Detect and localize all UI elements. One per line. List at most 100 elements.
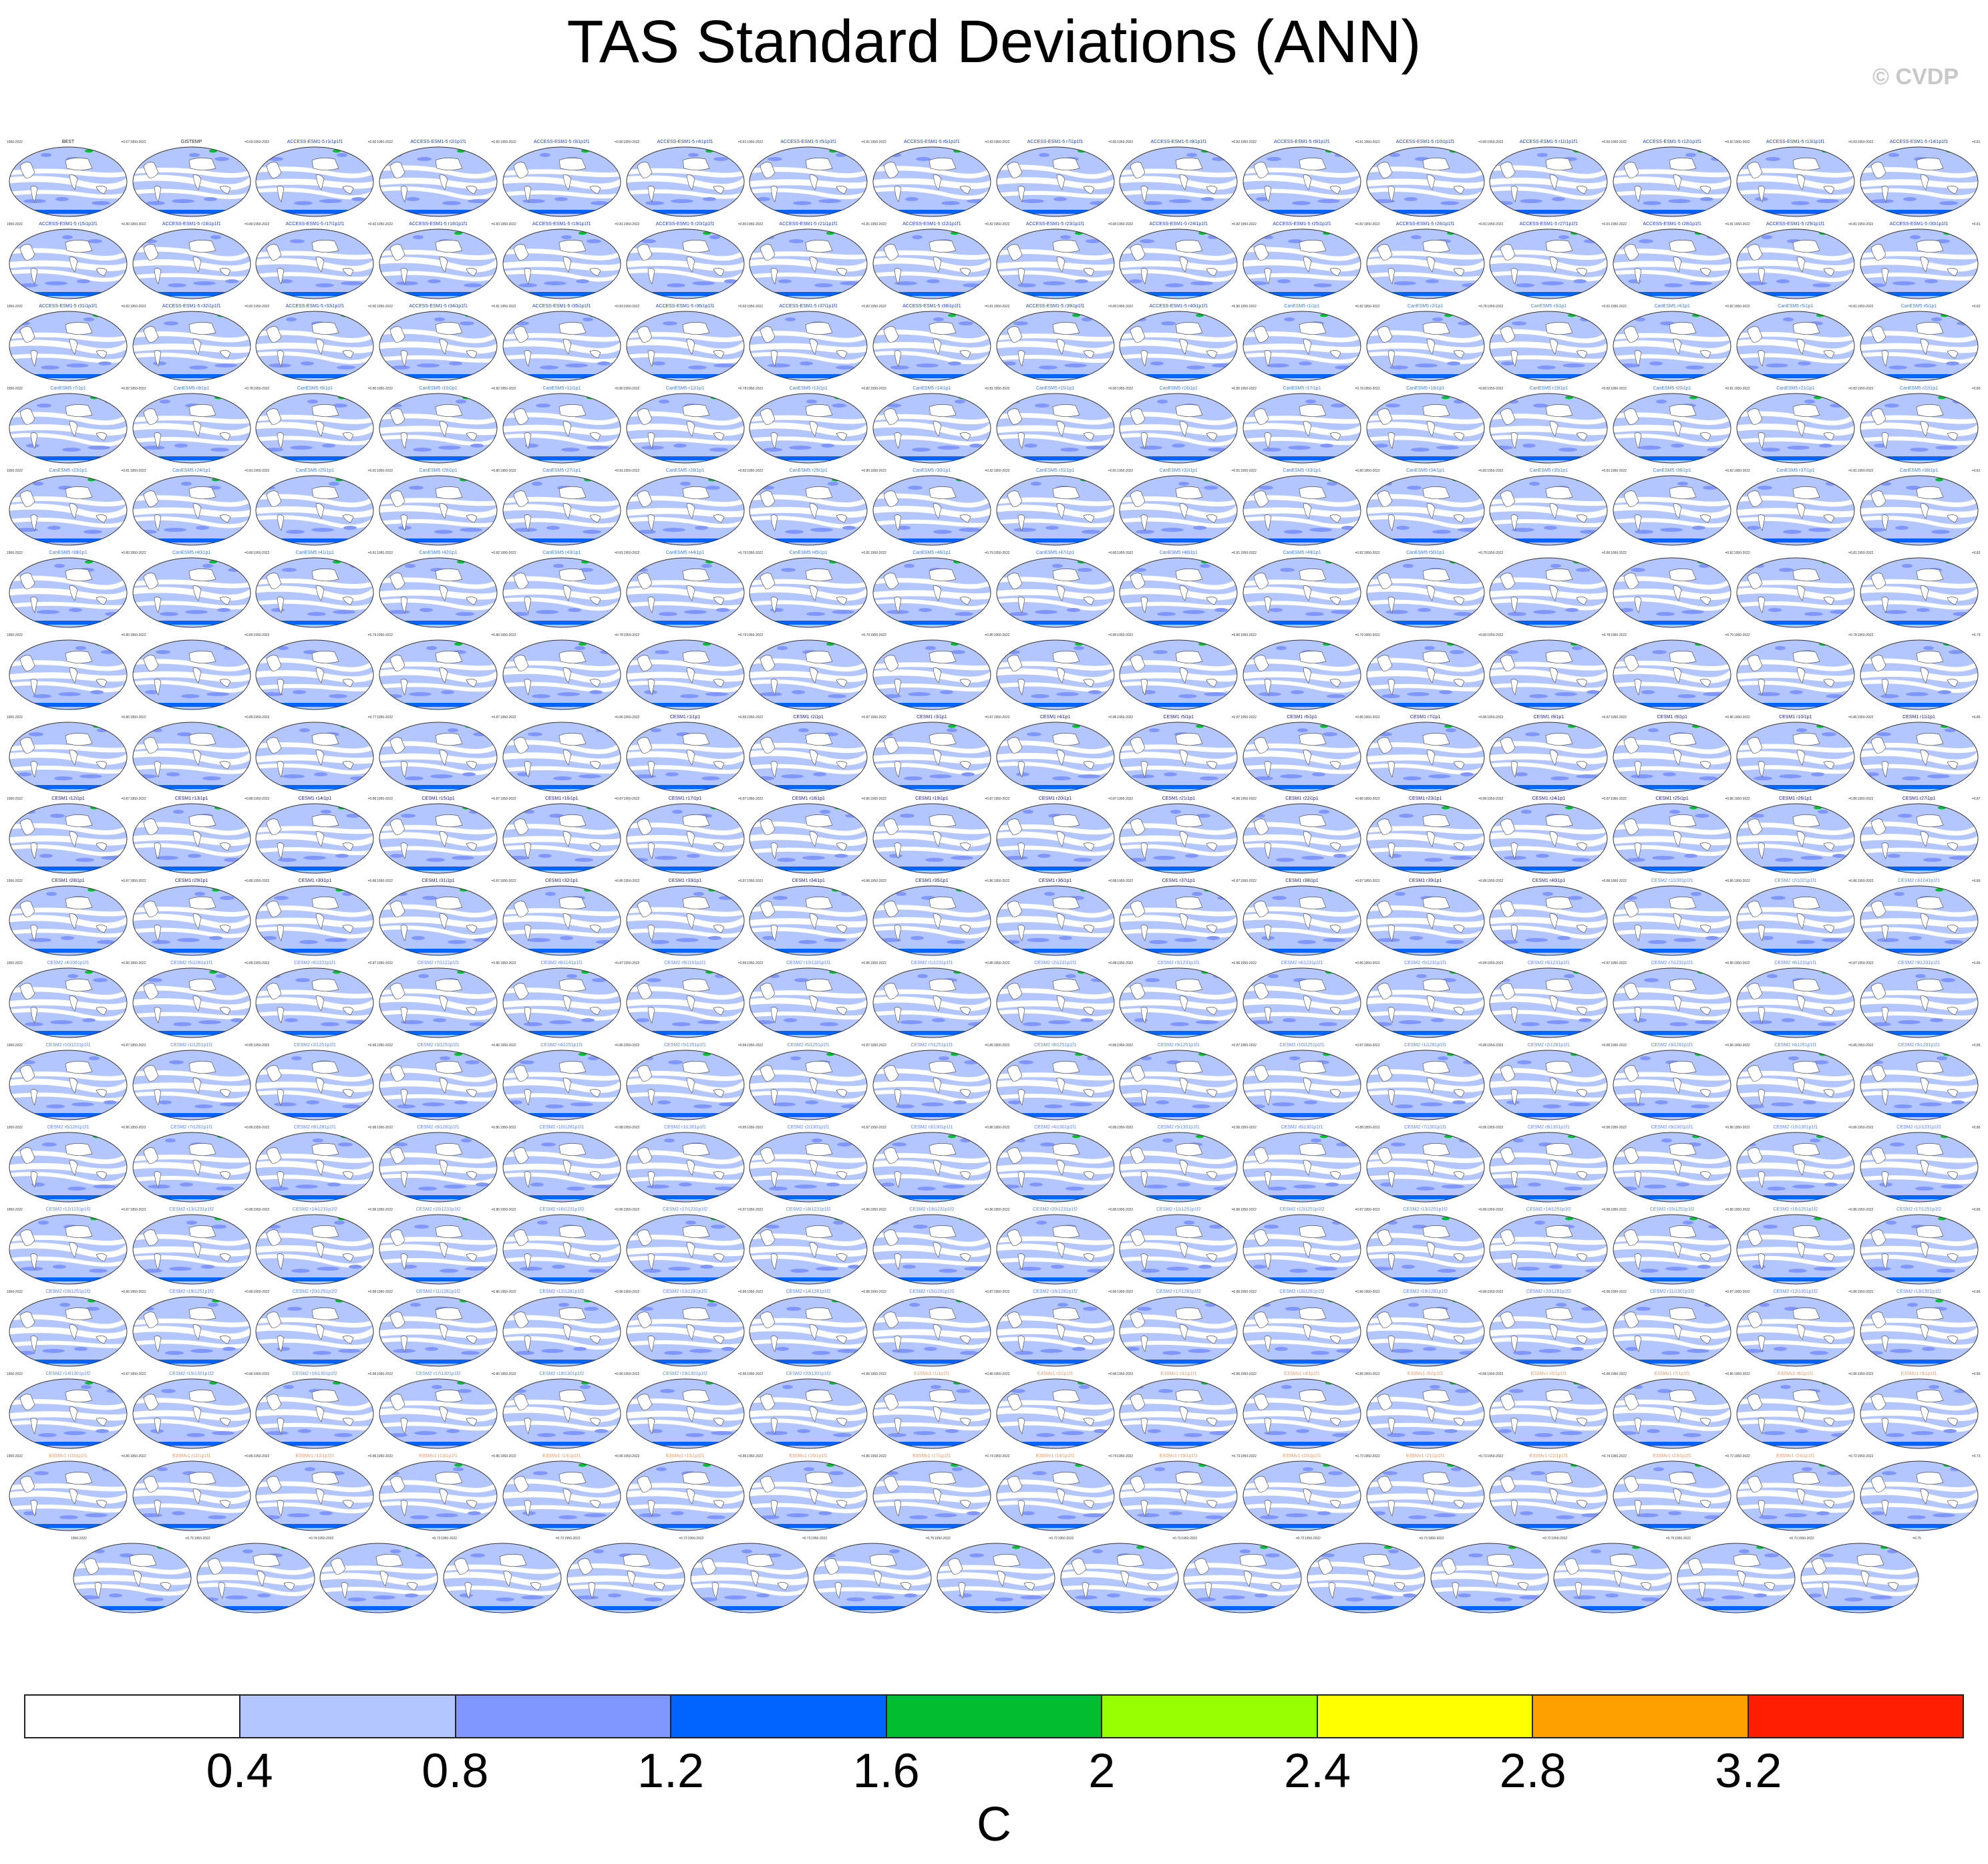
panel-global-mean: =0.81 <box>615 551 623 555</box>
map-panel: CESM2 r3i1251p1f1 1950-2022 =0.86 <box>377 1042 500 1124</box>
map-plot <box>132 967 251 1038</box>
panel-title: CESM1 r4i1p1 <box>1039 714 1071 720</box>
map-panel: CanESM5 r43i1p1 1950-2022 =0.81 <box>500 550 623 631</box>
panel-title: CESM1 r19i1p1 <box>915 796 949 802</box>
map-panel: BEST 1950-2022 =0.67 <box>7 139 130 220</box>
panel-title: CanESM5 r35i1p1 <box>1529 468 1568 473</box>
map-plot <box>1860 885 1978 956</box>
panel-global-mean: =0.86 <box>491 961 500 966</box>
panel-period: 1950-2022 <box>500 715 516 720</box>
map-panel: CESM1 r35i1p1 1950-2022 =0.86 <box>870 878 993 959</box>
panel-period: 1950-2022 <box>870 633 886 637</box>
panel-period: 1950-2022 <box>1240 715 1257 720</box>
panel-title: CanESM5 r2i1p1 <box>1407 303 1444 309</box>
panel-period: 1950-2022 <box>747 468 764 473</box>
panel-period: 1950-2022 <box>7 1044 23 1048</box>
panel-title: BEST <box>61 140 75 144</box>
panel-title: CESM1 r20i1p1 <box>1038 796 1072 802</box>
map-plot <box>749 1214 868 1285</box>
map-plot <box>1860 803 1978 874</box>
panel-title: CESM2 r13i1281p1f2 <box>663 1289 707 1295</box>
panel-title: ACCESS-ESM1-5 r18i1p1f1 <box>409 221 468 226</box>
map-panel: CanESM5 r26i1p1 1950-2022 =0.80 <box>377 468 500 549</box>
panel-period: 1950-2022 <box>870 797 886 802</box>
map-panel: 1950-2022 =0.75 <box>1798 1535 1921 1617</box>
map-plot <box>255 885 374 956</box>
map-panel: E3SMv1 r1i1p1f1 1950-2022 =0.86 <box>870 1371 993 1452</box>
map-panel: ACCESS-ESM1-5 r37i1p1f1 1950-2022 =0.82 <box>747 303 870 385</box>
panel-period: 1950-2022 <box>377 468 393 473</box>
panel-period: 1950-2022 <box>687 1536 704 1541</box>
panel-title: CanESM5 r23i1p1 <box>49 468 88 473</box>
panel-title: CESM1 r32i1p1 <box>545 879 578 884</box>
map-plot <box>1366 722 1485 792</box>
map-panel: 1950-2022 =0.80 <box>377 632 500 714</box>
panel-title: ACCESS-ESM1-5 r40i1p1f1 <box>1149 303 1208 309</box>
panel-period: 1950-2022 <box>1487 222 1504 226</box>
panel-title: CanESM5 r41i1p1 <box>295 550 334 555</box>
map-plot <box>1860 146 1978 217</box>
panel-global-mean: =0.86 <box>985 1208 993 1213</box>
map-panel: CESM2 r10i1301p1f1 1950-2022 =0.86 <box>1734 1124 1857 1206</box>
map-panel: CanESM5 r9i1p1 1950-2022 =0.80 <box>253 385 376 467</box>
panel-title: CESM2 r14i1231p1f2 <box>292 1207 337 1213</box>
map-plot <box>379 1460 498 1531</box>
panel-title <box>1858 1453 1981 1460</box>
panel-global-mean: =0.81 <box>1848 551 1857 555</box>
panel-period: 1950-2022 <box>377 386 393 391</box>
map-plot <box>9 311 128 381</box>
map-plot <box>1613 967 1731 1038</box>
panel-period: 1950-2022 <box>747 797 764 802</box>
panel-global-mean: =0.82 <box>985 222 993 226</box>
panel-title: E3SMv1 r12i1p1f1 <box>295 1453 335 1458</box>
panel-global-mean: =0.73 <box>1971 1454 1981 1458</box>
map-panel: CanESM5 r36i1p1 1950-2022 =0.82 <box>1611 468 1733 549</box>
panel-title <box>7 714 130 721</box>
panel-title: ACCESS-ESM1-5 r11i1p1f1 <box>1519 140 1578 144</box>
panel-global-mean: =0.86 <box>244 1290 253 1295</box>
map-plot <box>132 885 251 956</box>
panel-global-mean: =0.82 <box>1848 386 1857 391</box>
panel-title: ACCESS-ESM1-5 r32i1p1f1 <box>162 303 221 309</box>
map-plot <box>1119 1214 1238 1285</box>
colorbar-units-label: C <box>977 1798 1011 1851</box>
map-plot <box>379 557 498 628</box>
map-plot <box>502 967 621 1038</box>
panel-period: 1950-2022 <box>1240 633 1257 637</box>
panel-period: 1950-2022 <box>1117 961 1134 966</box>
panel-period: 1950-2022 <box>747 961 764 966</box>
map-plot <box>255 146 374 217</box>
panel-title: CanESM5 r19i1p1 <box>1529 385 1568 391</box>
map-plot <box>73 1543 192 1613</box>
panel-period: 1950-2022 <box>7 797 23 802</box>
panel-global-mean: =0.79 <box>1478 551 1487 555</box>
panel-title: E3SMv1 r21i1p1f1 <box>1405 1453 1445 1458</box>
colorbar-box <box>886 1696 1103 1737</box>
colorbar-tick-label: 0.4 <box>206 1744 273 1798</box>
map-panel: CanESM5 r45i1p1 1950-2022 =0.81 <box>747 550 870 631</box>
panel-period: 1950-2022 <box>1733 1126 1750 1130</box>
panel-title: ACCESS-ESM1-5 r34i1p1f1 <box>409 303 468 309</box>
panel-global-mean: =0.80 <box>1601 551 1611 555</box>
map-plot <box>502 1050 621 1120</box>
panel-period: 1950-2022 <box>623 1372 640 1376</box>
panel-title: ACCESS-ESM1-5 r9i1p1f1 <box>1274 140 1330 144</box>
panel-title: CanESM5 r11i1p1 <box>542 385 581 391</box>
panel-title: CESM1 r29i1p1 <box>174 879 208 884</box>
map-plot <box>1736 393 1855 464</box>
map-panel: CESM2 r9i1251p1f1 1950-2022 =0.87 <box>1117 1042 1240 1124</box>
panel-period: 1950-2022 <box>1487 140 1504 144</box>
panel-title: ACCESS-ESM1-5 r23i1p1f1 <box>1025 221 1085 226</box>
map-plot <box>1489 1296 1608 1367</box>
panel-period: 1950-2022 <box>253 1208 270 1213</box>
panel-title: CanESM5 r4i1p1 <box>1654 303 1690 309</box>
panel-title: ACCESS-ESM1-5 r39i1p1f1 <box>1025 303 1085 309</box>
map-panel: CESM2 r8i1141p1f1 1950-2022 =0.87 <box>500 960 623 1042</box>
map-panel: CESM2 r20i1281p1f2 1950-2022 =0.86 <box>1487 1289 1610 1370</box>
panel-global-mean: =0.86 <box>1108 1372 1117 1376</box>
panel-period: 1950-2022 <box>1363 304 1380 309</box>
map-panel: CESM1 r25i1p1 1950-2022 =0.86 <box>1611 796 1733 877</box>
panel-title: CanESM5 r45i1p1 <box>789 550 828 555</box>
panel-period: 1950-2022 <box>623 1290 640 1295</box>
panel-title: ACCESS-ESM1-5 r24i1p1f1 <box>1149 221 1208 226</box>
